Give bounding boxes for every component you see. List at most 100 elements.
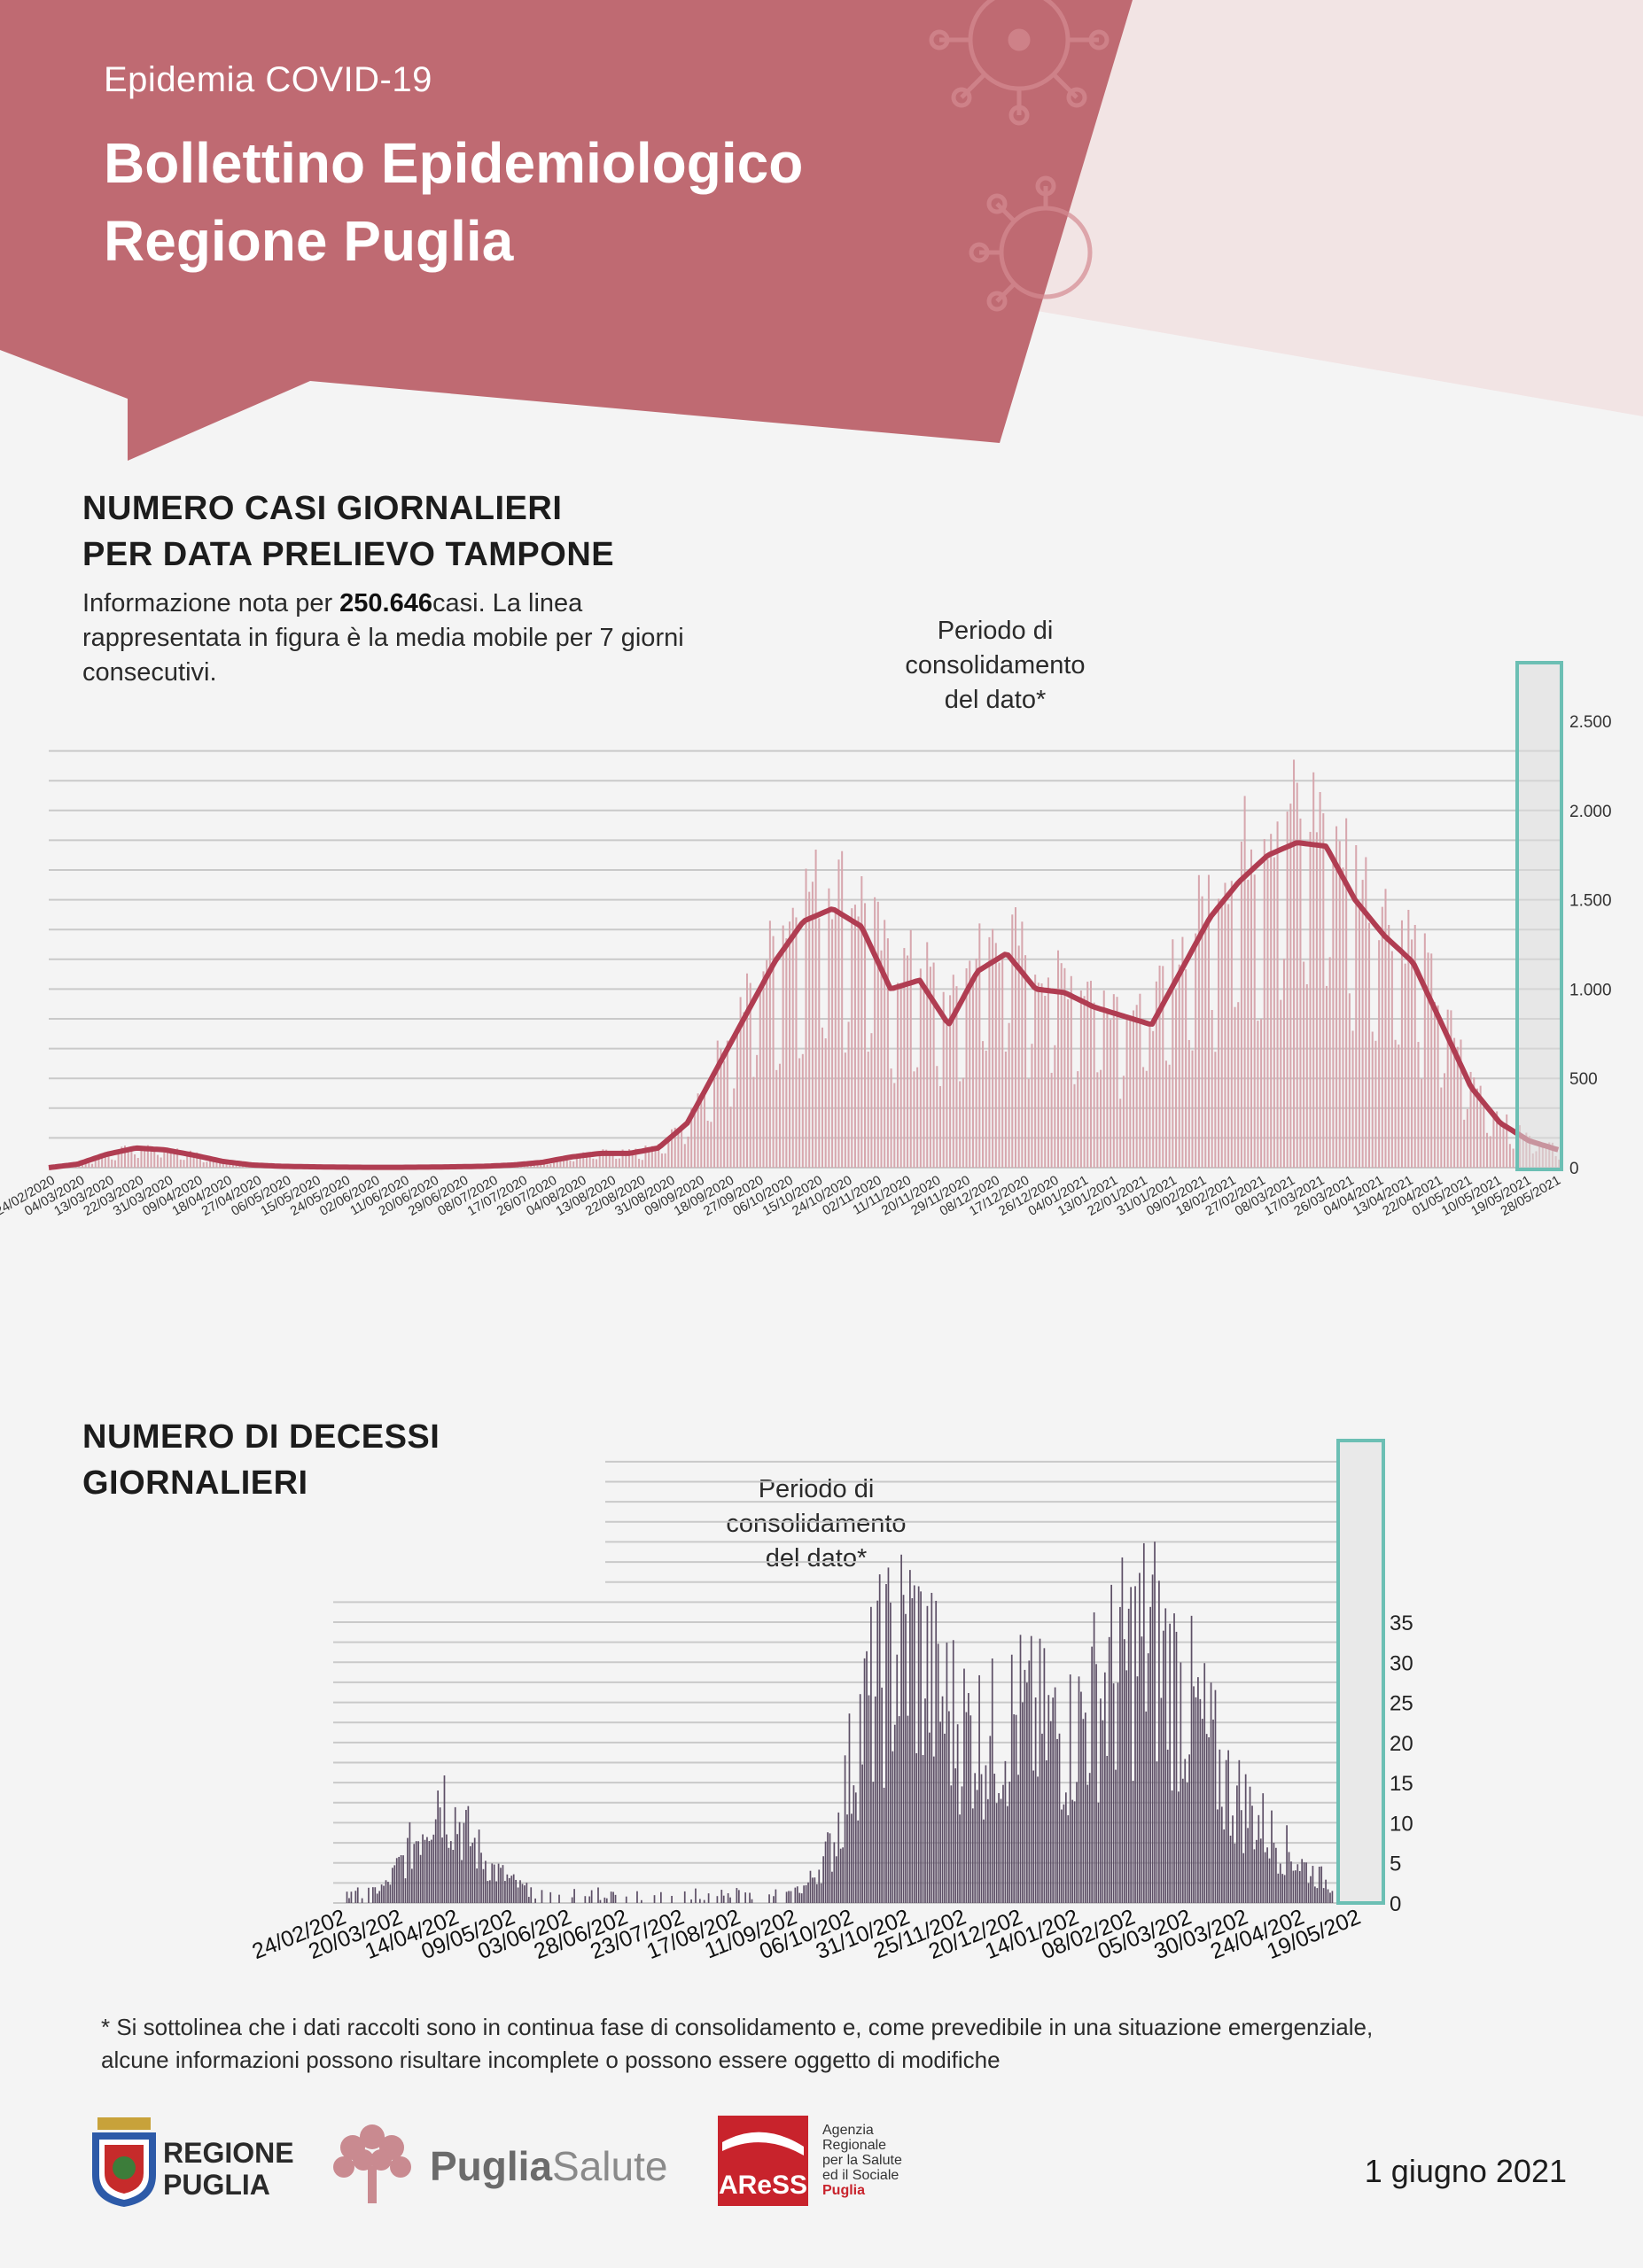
death-bar [508,1877,510,1903]
death-bar [430,1839,432,1903]
case-bar [1371,1031,1374,1168]
death-bar [1151,1574,1154,1903]
case-bar [1351,1030,1354,1168]
death-bar [1175,1631,1178,1903]
cases-title-line-2: PER DATA PRELIEVO TAMPONE [82,536,615,573]
death-bar [866,1651,868,1903]
case-bar [1417,1042,1420,1168]
death-bar [1331,1891,1334,1903]
moving-average-line [48,840,1560,1170]
case-bar [563,1157,565,1168]
death-bar [480,1852,482,1903]
case-bar [1050,1072,1053,1168]
case-bar [971,983,974,1168]
death-bar [883,1787,885,1903]
death-bar [794,1887,797,1903]
death-bar [839,1848,842,1903]
case-bar [615,1158,618,1168]
case-bar [903,948,906,1168]
case-bar [1037,983,1040,1168]
case-bar [795,917,798,1168]
case-bar [1054,1045,1056,1168]
virus-decoration-icon [929,0,1110,312]
consol-line: del dato* [944,686,1047,714]
death-bar [1000,1798,1002,1903]
case-bar [186,1153,189,1168]
y-tick-label: 20 [1390,1732,1413,1756]
case-bar [955,986,958,1168]
case-bar [1125,1019,1128,1168]
y-tick-label: 0 [1390,1892,1401,1916]
case-bar [1083,996,1086,1168]
death-bar [1325,1879,1327,1903]
aress-mark-text: AReSS [719,2171,807,2200]
case-bar [1106,1014,1109,1168]
case-bar [942,991,945,1168]
case-bar [179,1159,182,1168]
death-bar [1080,1691,1082,1903]
death-bar [510,1876,513,1903]
death-bar [1160,1697,1163,1903]
death-bar [1154,1542,1156,1903]
case-bar [876,901,879,1168]
death-bar [1058,1733,1061,1903]
death-bar [1256,1839,1258,1903]
case-bar [723,1060,726,1168]
case-bar [749,983,751,1168]
death-bar [1258,1814,1260,1903]
death-bar [1112,1683,1115,1903]
death-bar [861,1764,863,1903]
case-bar [1398,1045,1400,1168]
death-bar [1238,1759,1241,1903]
case-bar [1253,874,1256,1168]
case-bar [1112,994,1115,1168]
death-bar [887,1567,890,1903]
case-bar [789,921,791,1168]
death-bar [807,1882,809,1903]
death-bar [1268,1858,1271,1903]
case-bar [160,1157,162,1168]
death-bar [573,1889,575,1903]
death-bar [946,1643,948,1903]
case-bar [814,850,817,1168]
case-bar [1155,981,1157,1168]
death-bar [1283,1875,1286,1903]
death-bar [842,1847,844,1903]
death-bar [937,1643,939,1903]
case-bar [1486,1132,1489,1168]
case-bar [867,1052,869,1168]
death-bar [393,1865,396,1903]
death-bar [1201,1719,1203,1903]
case-bar [946,1021,948,1168]
case-bar [1057,950,1060,1168]
case-bar [890,1068,892,1168]
death-bar [814,1877,816,1903]
death-bar [976,1790,978,1903]
death-bar [1214,1689,1217,1903]
case-bar [1237,1002,1240,1168]
case-bar [919,968,922,1168]
aress-logo-icon: AReSS [718,2116,808,2206]
cases-consolidation-label: Periodo di consolidamento del dato* [862,614,1128,718]
puglia-salute-light: Salute [552,2143,668,2189]
case-bar [540,1162,542,1168]
note-suffix: casi. La linea rappresentata in figura è… [82,589,684,687]
death-bar [716,1896,719,1903]
death-bar [1158,1581,1160,1903]
death-bar [1298,1870,1301,1903]
death-bar [935,1600,938,1903]
death-bar [603,1897,606,1903]
death-bar [398,1856,401,1903]
death-bar [1240,1810,1242,1903]
case-bar [1400,920,1403,1168]
death-bar [1277,1873,1280,1903]
case-bar [1240,841,1242,1168]
case-bar [743,1012,745,1168]
case-bar [808,891,811,1168]
death-bar [584,1896,587,1903]
death-bar [896,1654,899,1903]
death-bar [1103,1672,1106,1903]
death-bar [376,1893,378,1903]
case-bar [1433,1002,1436,1168]
death-bar [478,1829,480,1903]
